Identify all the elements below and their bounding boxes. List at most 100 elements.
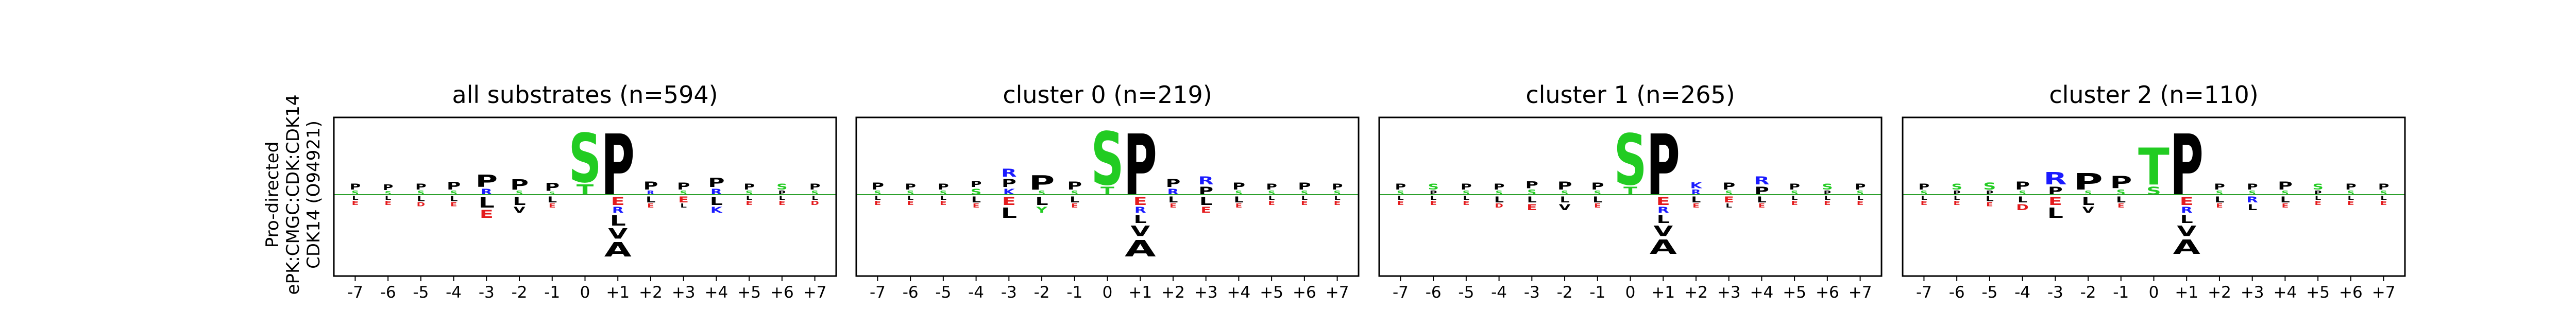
tick-label: +4 bbox=[705, 283, 728, 302]
logo-panels: all substrates (n=594)SPLE-7SPLE-6SPLD-5… bbox=[333, 81, 2406, 302]
tick-label: -7 bbox=[1916, 283, 1932, 302]
logo-letter-D: D bbox=[2016, 202, 2028, 212]
tick-label: +5 bbox=[2306, 283, 2330, 302]
logo-letter-P: P bbox=[1198, 185, 1213, 198]
logo-letter-E: E bbox=[1594, 202, 1601, 209]
logo-letter-P: P bbox=[2048, 185, 2063, 198]
tick-label: +1 bbox=[1651, 283, 1675, 302]
tick-label: -5 bbox=[935, 283, 951, 302]
logo-letter-S: S bbox=[2146, 185, 2161, 198]
tick-label: -3 bbox=[1524, 283, 1540, 302]
logo-letter-L: L bbox=[940, 195, 946, 201]
tick-label: -3 bbox=[1001, 283, 1017, 302]
logo-letter-V: V bbox=[2177, 223, 2196, 239]
logo-letter-P: P bbox=[350, 182, 361, 192]
logo-letter-P: P bbox=[809, 182, 820, 192]
logo-letter-L: L bbox=[1691, 195, 1701, 204]
tick-label: -7 bbox=[870, 283, 886, 302]
logo-letter-L: L bbox=[1824, 195, 1831, 201]
logo-letter-P: P bbox=[743, 182, 754, 192]
tick-label: -2 bbox=[512, 283, 528, 302]
logo-letter-E: E bbox=[1724, 195, 1734, 204]
logo-letter-L: L bbox=[2180, 213, 2193, 226]
logo-letter-S: S bbox=[1822, 182, 1833, 192]
logo-letter-A: A bbox=[2173, 236, 2200, 259]
logo-letter-L: L bbox=[1463, 195, 1469, 201]
logo-letter-E: E bbox=[679, 195, 689, 204]
logo-letter-L: L bbox=[1134, 213, 1147, 226]
tick-label: -6 bbox=[380, 283, 396, 302]
logo-letter-E: E bbox=[2216, 202, 2223, 209]
tick-label: -3 bbox=[2047, 283, 2063, 302]
logo-letter-L: L bbox=[874, 195, 880, 201]
logo-letter-D: D bbox=[1495, 202, 1503, 209]
logo-letter-E: E bbox=[1656, 195, 1670, 208]
logo-letter-K: K bbox=[710, 205, 723, 215]
tick-label: +6 bbox=[2339, 283, 2363, 302]
logo-letter-L: L bbox=[417, 195, 425, 203]
panel-frame bbox=[1378, 116, 1883, 277]
panel-title: all substrates (n=594) bbox=[452, 81, 718, 109]
logo-letter-R: R bbox=[2044, 169, 2067, 188]
tick-label: +2 bbox=[1684, 283, 1708, 302]
logo-letter-S: S bbox=[1614, 120, 1647, 202]
tick-label: -4 bbox=[2014, 283, 2030, 302]
logo-letter-R: R bbox=[2246, 195, 2258, 204]
logo-letter-L: L bbox=[1036, 195, 1048, 208]
logo-letter-L: L bbox=[479, 195, 495, 211]
tick-label: 0 bbox=[1625, 283, 1636, 302]
logo-letter-R: R bbox=[1657, 205, 1669, 215]
logo-letter-P: P bbox=[677, 180, 690, 192]
logo-letter-E: E bbox=[1791, 200, 1798, 207]
tick-label: +1 bbox=[1128, 283, 1152, 302]
logo-letter-S: S bbox=[1428, 182, 1439, 192]
logo-letter-P: P bbox=[1266, 182, 1277, 192]
logo-letter-V: V bbox=[2082, 205, 2094, 215]
logo-letter-P: P bbox=[2073, 168, 2103, 195]
tick-label: -6 bbox=[1949, 283, 1965, 302]
logo-panel-3: cluster 2 (n=110)SPLE-7PSLE-6PSLE-5SPLD-… bbox=[1902, 81, 2406, 302]
logo-letter-L: L bbox=[907, 195, 913, 201]
tick-label: +1 bbox=[2175, 283, 2198, 302]
logo-letter-E: E bbox=[1201, 205, 1211, 215]
logo-letter-E: E bbox=[2117, 202, 2124, 209]
panel-title: cluster 1 (n=265) bbox=[1526, 81, 1735, 109]
logo-letter-L: L bbox=[971, 195, 981, 204]
tick-label: -1 bbox=[1066, 283, 1082, 302]
logo-letter-E: E bbox=[549, 202, 555, 209]
logo-letter-L: L bbox=[2047, 205, 2063, 221]
logo-letter-R: R bbox=[1001, 167, 1016, 180]
logo-letter-T: T bbox=[577, 182, 594, 198]
tick-label: -2 bbox=[2080, 283, 2096, 302]
tick-label: 0 bbox=[580, 283, 590, 302]
logo-letter-L: L bbox=[2082, 195, 2095, 208]
tick-label: +6 bbox=[1293, 283, 1316, 302]
logo-letter-L: L bbox=[1560, 195, 1570, 204]
logo-panel-2: cluster 1 (n=265)SPLE-7PSLE-6SPLE-5SPLD-… bbox=[1378, 81, 1883, 302]
tick-label: 0 bbox=[1103, 283, 1113, 302]
logo-letter-L: L bbox=[2380, 195, 2386, 201]
logo-letter-P: P bbox=[2015, 180, 2030, 193]
logo-letter-L: L bbox=[710, 195, 723, 208]
logo-letter-V: V bbox=[514, 205, 526, 215]
tick-label: +5 bbox=[737, 283, 761, 302]
logo-letter-L: L bbox=[680, 202, 686, 209]
logo-letter-L: L bbox=[1001, 205, 1017, 221]
logo-letter-L: L bbox=[2116, 195, 2126, 204]
tick-label: +3 bbox=[1717, 283, 1741, 302]
tick-label: -3 bbox=[479, 283, 495, 302]
logo-letter-L: L bbox=[2247, 202, 2257, 212]
logo-letter-P: P bbox=[476, 171, 498, 191]
logo-letter-E: E bbox=[1527, 202, 1537, 212]
logo-letter-P: P bbox=[938, 182, 948, 192]
logo-letter-L: L bbox=[1168, 195, 1178, 204]
logo-letter-L: L bbox=[1334, 195, 1340, 201]
ylabel-line-3: CDK14 (O94921) bbox=[303, 121, 324, 269]
logo-letter-L: L bbox=[1657, 213, 1670, 226]
tick-label: -5 bbox=[413, 283, 429, 302]
logo-letter-S: S bbox=[385, 191, 392, 196]
logo-letter-S: S bbox=[1091, 116, 1124, 201]
panel-frame bbox=[333, 116, 837, 277]
logo-letter-E: E bbox=[611, 195, 625, 208]
